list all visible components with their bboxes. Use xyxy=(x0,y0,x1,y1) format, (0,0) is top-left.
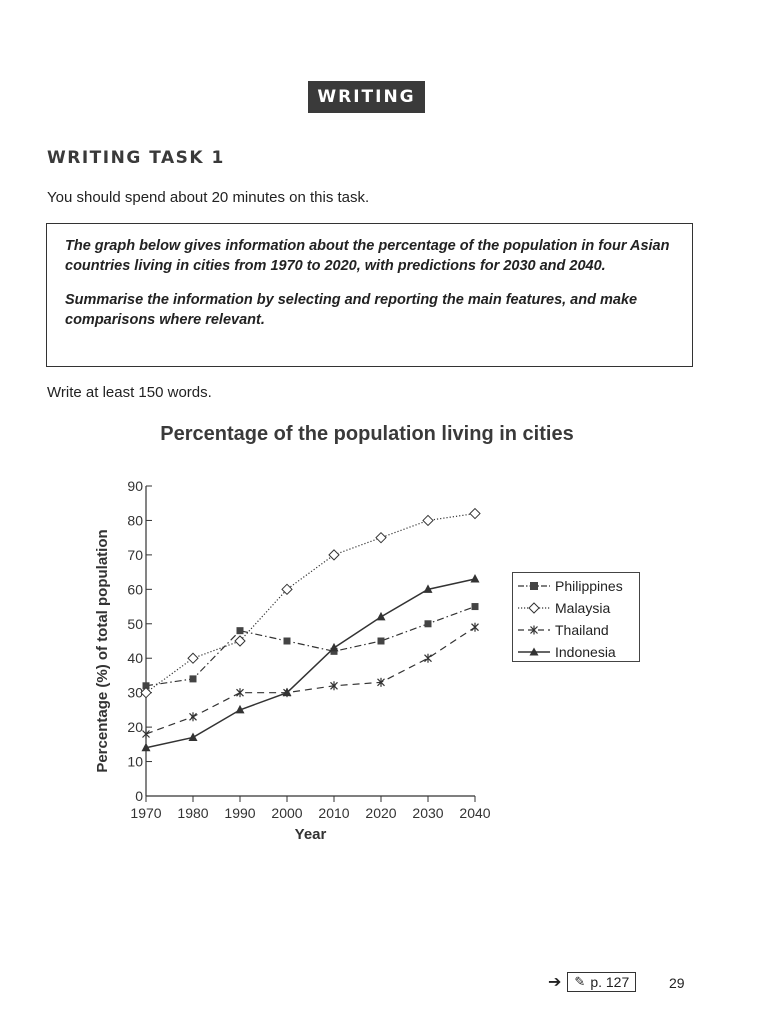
chart-legend: Philippines Malaysia Thailand Indonesia xyxy=(512,572,640,662)
chart-title: Percentage of the population living in c… xyxy=(160,423,574,445)
y-tick-label: 40 xyxy=(127,650,143,666)
data-point-philippines xyxy=(377,637,385,645)
task-prompt-box: The graph below gives information about … xyxy=(46,223,693,367)
y-tick-label: 60 xyxy=(127,581,143,597)
x-tick-label: 2040 xyxy=(459,805,490,821)
legend-swatch-thailand xyxy=(518,625,550,635)
data-point-philippines xyxy=(236,627,244,635)
x-tick-label: 1990 xyxy=(224,805,255,821)
prompt-description: The graph below gives information about … xyxy=(65,238,670,274)
x-tick-label: 2020 xyxy=(365,805,396,821)
data-point-malaysia xyxy=(187,652,199,664)
legend-swatch-indonesia xyxy=(518,647,550,656)
data-point-thailand xyxy=(330,681,338,691)
x-tick-label: 1970 xyxy=(130,805,161,821)
data-point-indonesia xyxy=(423,584,433,593)
series-line-thailand xyxy=(145,626,476,735)
series-line-malaysia xyxy=(145,512,476,694)
data-point-thailand xyxy=(236,688,244,698)
data-point-thailand xyxy=(189,712,197,722)
data-point-thailand xyxy=(424,653,432,663)
prompt-instruction: Summarise the information by selecting a… xyxy=(65,292,638,328)
x-tick-label: 1980 xyxy=(177,805,208,821)
page-number: 29 xyxy=(669,975,685,991)
legend-item-thailand: Thailand xyxy=(517,619,639,641)
data-point-malaysia xyxy=(469,507,481,520)
legend-swatch-malaysia xyxy=(518,602,550,614)
data-point-indonesia xyxy=(188,732,198,741)
x-tick-label: 2030 xyxy=(412,805,443,821)
x-tick-label: 2000 xyxy=(271,805,302,821)
y-tick-label: 90 xyxy=(127,478,143,494)
task-heading: WRITING TASK 1 xyxy=(47,148,225,168)
data-point-indonesia xyxy=(282,687,292,697)
y-tick-label: 50 xyxy=(127,616,143,632)
legend-label-philippines: Philippines xyxy=(555,578,623,594)
legend-label-indonesia: Indonesia xyxy=(555,644,616,660)
data-point-thailand xyxy=(142,729,150,739)
series-line-philippines xyxy=(145,605,476,687)
data-point-thailand xyxy=(377,677,385,687)
data-point-philippines xyxy=(471,603,479,611)
data-point-malaysia xyxy=(328,549,340,561)
page-reference-label: p. 127 xyxy=(590,974,630,990)
page-reference: ➔ ✎ p. 127 xyxy=(548,972,637,992)
y-tick-label: 10 xyxy=(127,754,143,770)
data-point-indonesia xyxy=(470,574,480,583)
y-axis-label: Percentage (%) of total population xyxy=(94,529,111,772)
reference-box: ✎ p. 127 xyxy=(567,972,637,992)
data-point-indonesia xyxy=(376,611,386,621)
data-point-malaysia xyxy=(375,531,387,544)
data-point-philippines xyxy=(142,682,150,690)
x-tick-label: 2010 xyxy=(318,805,349,821)
legend-item-malaysia: Malaysia xyxy=(517,597,639,619)
data-point-indonesia xyxy=(235,704,245,714)
y-tick-label: 30 xyxy=(127,685,143,701)
y-tick-label: 70 xyxy=(127,547,143,563)
series-line-indonesia xyxy=(145,578,476,749)
legend-label-thailand: Thailand xyxy=(555,622,609,638)
y-tick-label: 80 xyxy=(127,512,143,528)
data-point-indonesia xyxy=(141,742,151,752)
data-point-malaysia xyxy=(140,686,152,699)
data-point-philippines xyxy=(283,637,291,645)
pencil-icon: ✎ xyxy=(574,974,586,989)
legend-item-philippines: Philippines xyxy=(517,575,639,597)
y-tick-label: 20 xyxy=(127,719,143,735)
legend-label-malaysia: Malaysia xyxy=(555,600,611,616)
data-point-malaysia xyxy=(422,514,434,527)
data-point-malaysia xyxy=(281,583,293,596)
word-count-instruction: Write at least 150 words. xyxy=(47,384,212,401)
section-banner: WRITING xyxy=(308,81,425,113)
legend-swatch-philippines xyxy=(518,582,550,590)
data-point-philippines xyxy=(189,675,197,683)
data-point-indonesia xyxy=(329,642,339,652)
data-point-malaysia xyxy=(234,635,246,647)
data-point-philippines xyxy=(424,620,432,628)
data-point-thailand xyxy=(471,622,479,632)
legend-item-indonesia: Indonesia xyxy=(517,641,639,663)
time-instruction: You should spend about 20 minutes on thi… xyxy=(47,189,370,206)
y-tick-label: 0 xyxy=(135,788,143,804)
right-arrow-icon: ➔ xyxy=(548,974,562,991)
x-axis-label: Year xyxy=(295,826,327,843)
